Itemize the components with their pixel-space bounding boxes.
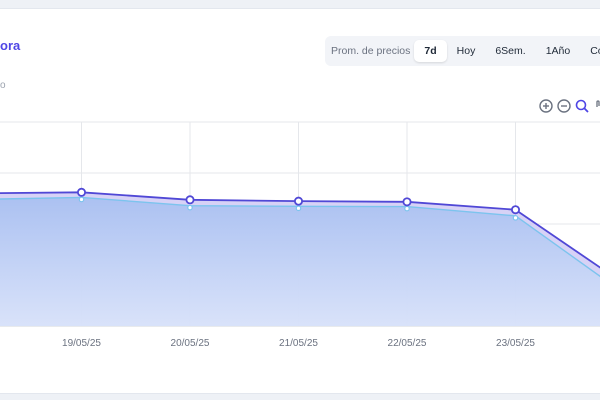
period-selector: Prom. de precios 7d Hoy 6Sem. 1Año Co xyxy=(325,36,600,66)
x-tick-label: 20/05/25 xyxy=(171,338,210,349)
data-point-series-1[interactable] xyxy=(185,195,195,205)
data-point-series-1[interactable] xyxy=(293,196,303,206)
pan-icon[interactable] xyxy=(592,98,600,114)
x-tick-label: 22/05/25 xyxy=(388,338,427,349)
tab-7d[interactable]: 7d xyxy=(414,40,447,62)
data-point-series-2[interactable] xyxy=(295,205,302,212)
data-point-series-1[interactable] xyxy=(77,187,87,197)
area-series-2 xyxy=(0,197,600,326)
tab-today[interactable]: Hoy xyxy=(456,45,476,57)
x-tick-label: 19/05/25 xyxy=(62,338,101,349)
zoom-out-icon[interactable] xyxy=(556,98,572,114)
tab-1-year[interactable]: 1Año xyxy=(545,45,571,57)
data-point-series-2[interactable] xyxy=(404,205,410,212)
data-point-series-2[interactable] xyxy=(187,204,193,211)
card-title: ora xyxy=(0,38,21,53)
period-prefix-label: Prom. de precios xyxy=(331,45,411,57)
data-point-series-2[interactable] xyxy=(512,215,519,221)
chart-toolbar xyxy=(538,98,600,114)
x-tick-label: 21/05/25 xyxy=(279,338,318,349)
data-point-series-2[interactable] xyxy=(78,196,85,203)
data-point-series-1[interactable] xyxy=(510,205,520,215)
x-tick-label: 23/05/25 xyxy=(496,338,535,349)
zoom-select-icon[interactable] xyxy=(574,98,590,114)
data-point-series-1[interactable] xyxy=(402,197,412,207)
tab-co[interactable]: Co xyxy=(590,45,600,57)
tab-6-weeks[interactable]: 6Sem. xyxy=(495,45,526,57)
card-subtitle: o xyxy=(0,80,6,91)
zoom-in-icon[interactable] xyxy=(538,98,554,114)
